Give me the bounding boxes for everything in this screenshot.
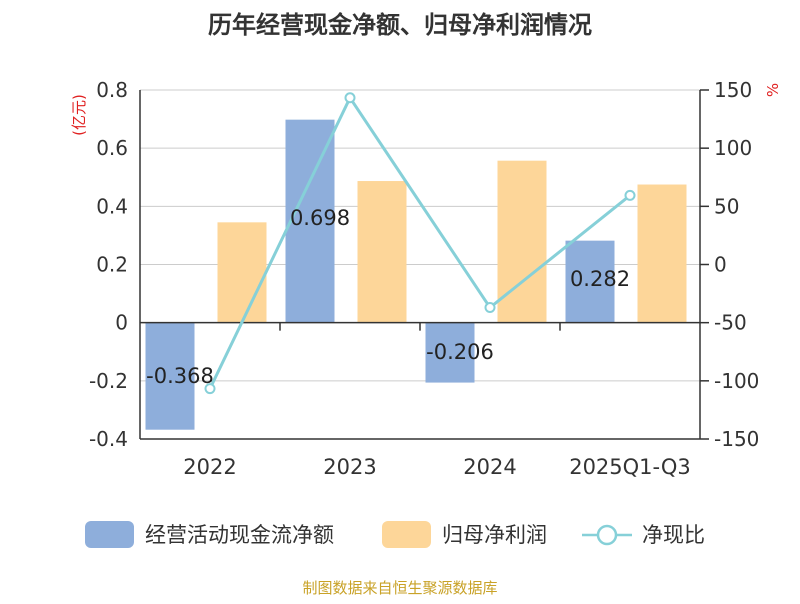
legend-label-netprofit: 归母净利润 [442,523,547,547]
left-tick-label: 0.8 [96,78,128,102]
data-label-cashflow: 0.698 [290,206,350,230]
ratio-line [204,92,636,395]
bar-netprofit [637,184,687,323]
right-tick-label: 0 [714,253,727,277]
left-tick-label: 0.2 [96,253,128,277]
category-label: 2023 [323,455,376,479]
left-tick-label: 0 [115,311,128,335]
bar-cashflow [285,119,335,323]
left-tick-label: 0.4 [96,194,128,218]
data-label-cashflow: 0.282 [570,267,630,291]
data-label-cashflow: -0.368 [146,364,214,388]
data-label-cashflow: -0.206 [426,340,494,364]
bar-cashflow [145,322,195,430]
ratio-point [484,302,496,314]
right-tick-label: 150 [714,78,752,102]
chart-title: 历年经营现金净额、归母净利润情况 [208,11,592,39]
left-tick-label: 0.6 [96,136,128,160]
category-label: 2025Q1-Q3 [569,455,691,479]
right-tick-label: -50 [714,311,747,335]
legend-label-ratio: 净现比 [642,523,705,547]
bar-cashflow [565,240,615,323]
left-tick-label: -0.2 [89,369,128,393]
axes: -0.4 -0.2 0 0.2 0.4 0.6 0.8 -150 -100 -50 0 50 100 15… [89,78,759,479]
bar-cashflow [425,322,475,383]
right-tick-label: -100 [714,369,759,393]
bar-netprofit [357,181,407,323]
data-labels: -0.368 0.698 -0.206 0.282 [146,206,630,388]
legend-marker-ratio [596,524,618,546]
source-note: 制图数据来自恒生聚源数据库 [302,579,497,597]
bar-netprofit [217,222,267,323]
left-tick-label: -0.4 [89,427,128,451]
ratio-line-path [208,94,631,390]
category-label: 2022 [183,455,236,479]
legend-label-cashflow: 经营活动现金流净额 [145,523,334,547]
right-tick-label: 100 [714,136,752,160]
right-tick-label: 50 [714,194,739,218]
ratio-point [204,383,216,395]
legend-swatch-cashflow [85,521,134,548]
left-axis-unit-label: (亿元) [70,94,88,136]
right-axis-unit-label: % [764,83,782,97]
legend: 经营活动现金流净额 归母净利润 净现比 [85,521,705,548]
ratio-point [344,92,356,104]
category-label: 2024 [463,455,516,479]
bar-netprofit [497,160,547,323]
right-tick-label: -150 [714,427,759,451]
legend-swatch-netprofit [382,521,431,548]
ratio-point [624,189,636,201]
